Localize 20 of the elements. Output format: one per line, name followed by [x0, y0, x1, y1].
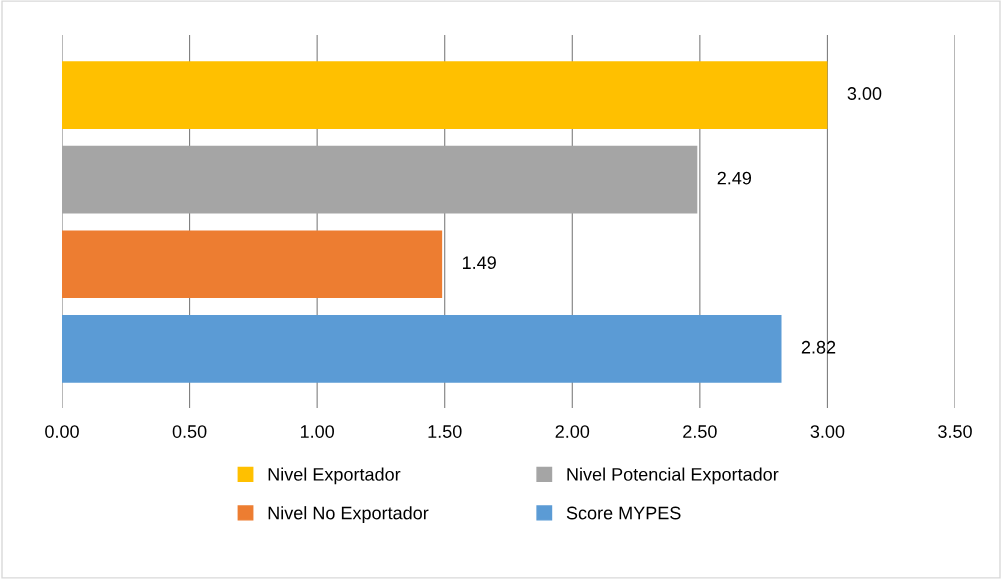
- data-label: 3.00: [847, 87, 882, 100]
- text: 2.50: [683, 425, 717, 438]
- data-label: 2.49: [717, 171, 752, 185]
- legend-label: Score MYPES: [566, 506, 681, 520]
- text: 3.50: [938, 425, 972, 438]
- bar: [62, 230, 443, 299]
- bar: [62, 314, 782, 383]
- text: 3.00: [810, 425, 845, 438]
- bar: [62, 61, 828, 129]
- text: 0.50: [172, 425, 207, 438]
- text: 0.00: [45, 425, 79, 438]
- legend-label: Nivel Potencial Exportador: [567, 467, 779, 485]
- data-label: 2.82: [801, 340, 836, 354]
- data-label: 1.49: [462, 256, 496, 270]
- text: 1.00: [300, 425, 335, 438]
- text: 1.50: [428, 425, 462, 438]
- legend-label: Nivel Exportador: [268, 467, 401, 485]
- text: 2.00: [555, 425, 590, 438]
- legend-label: Nivel No Exportador: [268, 506, 429, 523]
- bar: [62, 145, 698, 214]
